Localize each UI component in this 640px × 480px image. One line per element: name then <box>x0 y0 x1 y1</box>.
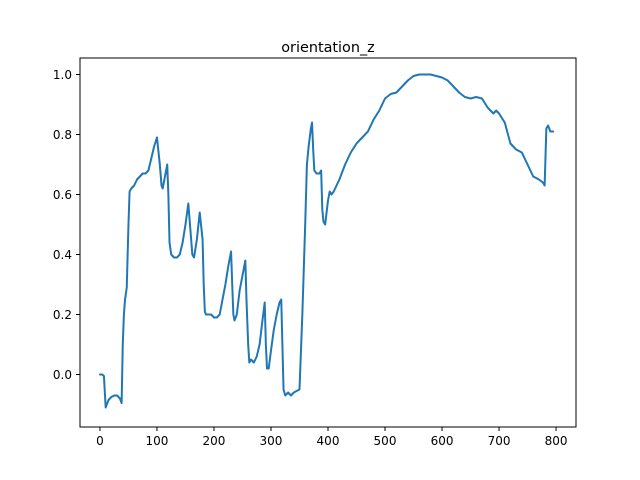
x-tick-label: 200 <box>203 434 226 448</box>
y-tick-label: 0.2 <box>53 308 72 322</box>
y-tick-label: 0.0 <box>53 368 72 382</box>
x-tick-label: 400 <box>317 434 340 448</box>
y-axis: 0.0 0.2 0.4 0.6 0.8 1.0 <box>53 68 80 382</box>
x-tick-label: 300 <box>260 434 283 448</box>
x-axis: 0 100 200 300 400 500 600 700 800 <box>96 427 567 448</box>
x-tick-label: 0 <box>96 434 104 448</box>
y-tick-label: 1.0 <box>53 68 72 82</box>
x-tick-label: 600 <box>431 434 454 448</box>
y-tick-label: 0.8 <box>53 128 72 142</box>
x-tick-label: 800 <box>545 434 568 448</box>
x-tick-label: 700 <box>488 434 511 448</box>
series-layer <box>98 73 555 409</box>
series-line <box>98 73 555 409</box>
x-tick-label: 500 <box>374 434 397 448</box>
axes-frame <box>79 57 577 428</box>
x-tick-label: 100 <box>146 434 169 448</box>
y-tick-label: 0.6 <box>53 188 72 202</box>
chart-title: orientation_z <box>281 40 374 56</box>
y-tick-label: 0.4 <box>53 248 72 262</box>
plot-area: 0 100 200 300 400 500 600 700 800 0.00.20.40.60.… <box>53 57 577 448</box>
